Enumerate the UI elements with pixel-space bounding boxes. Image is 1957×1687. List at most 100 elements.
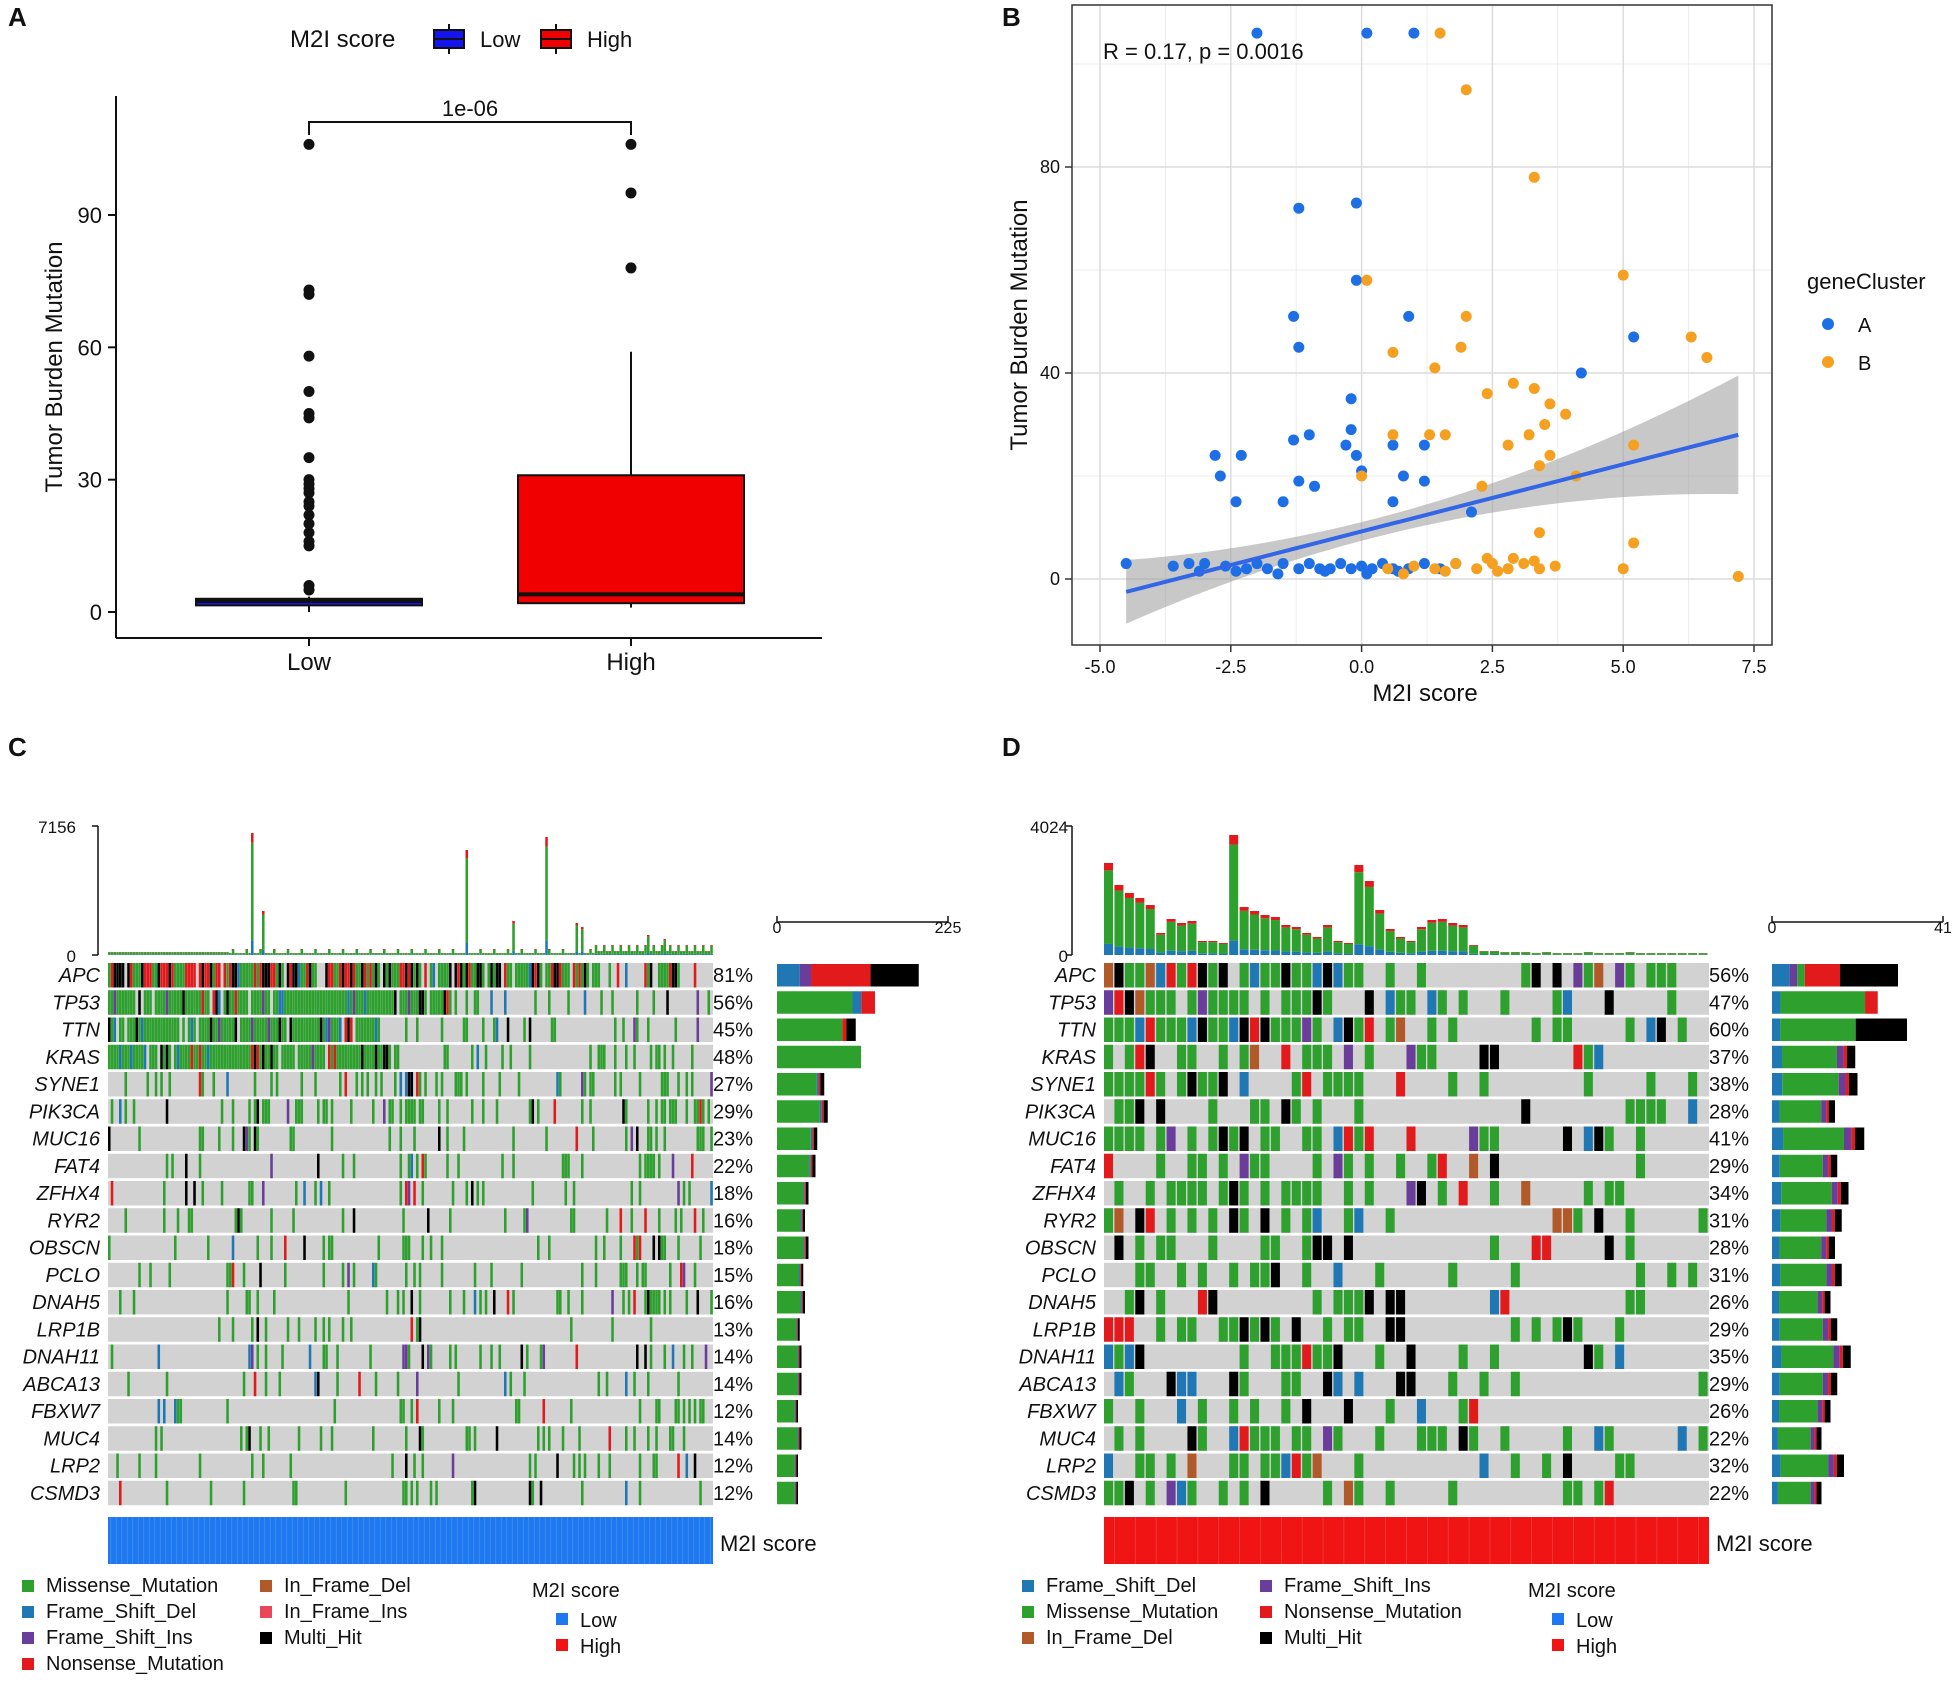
mutation-cell — [157, 1344, 161, 1369]
gene-bar-segment — [1830, 1372, 1838, 1396]
mutation-cell — [248, 1126, 251, 1151]
mutation-cell — [1239, 1181, 1249, 1206]
mutation-cell — [655, 1426, 658, 1451]
gene-label-muc16: MUC16 — [1028, 1129, 1097, 1151]
mutation-cell — [372, 1099, 375, 1124]
mutation-cell — [204, 1017, 207, 1042]
panel-a-pvalue: 1e-06 — [442, 96, 498, 121]
mutation-cell — [413, 1453, 416, 1478]
mutation-cell — [240, 1426, 243, 1451]
point-cluster-a — [1465, 506, 1477, 518]
gene-label-tp53: TP53 — [52, 992, 100, 1014]
mutation-cell — [127, 1371, 130, 1397]
mutation-cell — [278, 963, 282, 988]
mutation-cell — [110, 963, 114, 988]
mutation-cell — [1333, 1344, 1343, 1369]
mutation-cell — [1396, 1317, 1406, 1342]
tmb-bar — [699, 951, 702, 955]
tmb-bar — [1583, 952, 1593, 955]
tmb-bar — [457, 953, 460, 955]
mutation-cell — [1385, 1208, 1395, 1233]
mutation-cell — [1197, 990, 1207, 1015]
point-cluster-b — [1439, 565, 1451, 577]
mutation-cell — [273, 990, 276, 1015]
panel-b-plot-area — [1071, 4, 1773, 646]
gene-bar-segment — [777, 1154, 810, 1178]
mutation-cell — [1291, 1453, 1301, 1478]
tmb-bar — [1250, 911, 1260, 915]
mutation-cell — [644, 1290, 647, 1315]
mutation-cell — [490, 1344, 493, 1369]
gene-bar-segment — [799, 1372, 802, 1396]
box-outlier — [303, 518, 315, 530]
mutation-cell — [501, 1044, 504, 1070]
mutation-cell — [1135, 1099, 1145, 1124]
tmb-bar — [1260, 950, 1270, 955]
mutation-cell — [328, 1317, 331, 1342]
box-outlier — [303, 487, 315, 499]
gene-bar-segment — [1772, 1154, 1780, 1178]
mutation-cell — [443, 1044, 447, 1070]
mutation-cell — [330, 1044, 334, 1070]
legend-score-title: M2I score — [1528, 1580, 1616, 1602]
mutation-cell — [1333, 1126, 1343, 1151]
mutation-cell — [278, 990, 282, 1015]
mutation-cell — [1114, 1426, 1124, 1451]
mutation-cell — [163, 963, 166, 988]
mutation-cell — [273, 1290, 276, 1315]
tmb-bar — [259, 954, 262, 955]
mutation-cell — [218, 1317, 221, 1342]
mutation-cell — [462, 963, 466, 988]
tmb-bar — [410, 954, 414, 955]
tmb-bar — [251, 842, 254, 941]
gene-bar-segment — [1810, 1427, 1815, 1450]
mutation-cell — [157, 1399, 161, 1424]
tmb-bar — [289, 953, 293, 955]
mutation-cell — [160, 1017, 163, 1042]
mutation-cell — [248, 1099, 251, 1124]
mutation-cell — [1479, 1044, 1489, 1070]
tmb-bar — [553, 953, 557, 955]
tmb-bar — [1114, 890, 1124, 947]
mutation-cell — [361, 990, 364, 1015]
mutation-cell — [611, 990, 614, 1015]
mutation-cell — [1281, 1344, 1291, 1369]
panel-a-legend-low: Low — [480, 27, 520, 52]
mutation-cell — [1406, 1044, 1416, 1070]
mutation-cell — [1114, 1099, 1124, 1124]
mutation-cell — [176, 1399, 180, 1424]
tmb-bar — [303, 953, 306, 955]
mutation-cell — [179, 963, 183, 988]
mutation-cell — [185, 1153, 188, 1179]
mutation-cell — [476, 990, 480, 1015]
tmb-bar — [1260, 915, 1270, 919]
mutation-cell — [121, 990, 125, 1015]
mutation-cell — [295, 1099, 298, 1124]
tmb-bar — [1124, 947, 1134, 955]
panel-d-bar-min: 0 — [1768, 920, 1777, 937]
mutation-cell — [1698, 1371, 1708, 1397]
tmb-bar — [589, 954, 592, 955]
panel-a-xtick-label: Low — [287, 649, 332, 676]
mutation-cell — [622, 1262, 625, 1288]
point-cluster-b — [1387, 346, 1399, 358]
gene-bar-segment — [795, 1400, 797, 1423]
mutation-cell — [1302, 1208, 1312, 1233]
mutation-cell — [1145, 963, 1155, 988]
mutation-cell — [1114, 1017, 1124, 1042]
mutation-cell — [416, 963, 419, 988]
mutation-cell — [410, 963, 414, 988]
gene-label-dnah11: DNAH11 — [1019, 1347, 1096, 1369]
mutation-cell — [138, 1126, 141, 1151]
mutation-cell — [528, 1480, 532, 1506]
gene-bar-segment — [1822, 1318, 1829, 1341]
tmb-bar — [270, 953, 273, 955]
mutation-cell — [561, 1153, 565, 1179]
mutation-cell — [1177, 1262, 1187, 1288]
mutation-cell — [498, 963, 502, 988]
tmb-bar — [663, 940, 667, 954]
mutation-cell — [168, 963, 172, 988]
mutation-cell — [231, 1262, 235, 1288]
mutation-cell — [1552, 990, 1562, 1015]
mutation-cell — [465, 990, 469, 1015]
